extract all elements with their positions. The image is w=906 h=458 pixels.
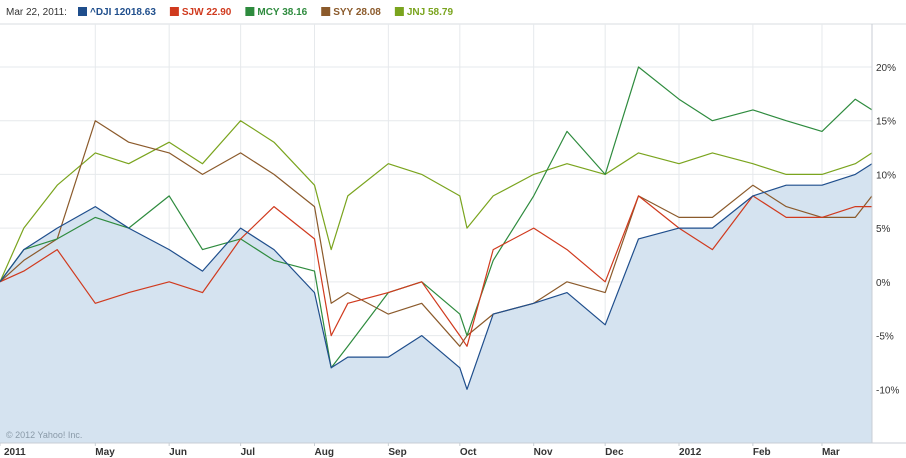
series-line-mcy xyxy=(0,66,873,369)
y-tick-label: -10% xyxy=(876,385,899,396)
y-tick-label: 0% xyxy=(876,278,891,289)
series-layer xyxy=(0,66,873,443)
y-tick-label: 10% xyxy=(876,170,896,181)
x-tick-label: Jun xyxy=(169,447,187,458)
x-tick-label: Dec xyxy=(605,447,624,458)
series-line-jnj xyxy=(0,120,873,283)
x-tick-label: Feb xyxy=(753,447,771,458)
x-tick-label: Nov xyxy=(534,447,553,458)
legend-swatch xyxy=(169,7,179,16)
legend-item-label: ^DJI 12018.63 xyxy=(90,7,156,18)
legend-swatch xyxy=(78,7,87,16)
x-tick-label: Mar xyxy=(822,447,840,458)
series-line-syy xyxy=(0,120,873,347)
series-area-dji xyxy=(0,163,872,443)
x-tick-label: 2012 xyxy=(679,447,702,458)
legend-date: Mar 22, 2011: xyxy=(6,7,67,18)
y-tick-label: 15% xyxy=(876,117,896,128)
legend-item-label: MCY 38.16 xyxy=(257,7,307,18)
legend-item-label: SJW 22.90 xyxy=(182,7,232,18)
x-tick-label: Sep xyxy=(388,447,406,458)
axis-layer: 20% 15% 10% 5% 0% -5% -10% 2011 May Jun Jul Aug Sep O… xyxy=(0,24,906,458)
copyright-text: © 2012 Yahoo! Inc. xyxy=(6,430,82,440)
y-tick-label: 20% xyxy=(876,63,896,74)
legend-item-label: JNJ 58.79 xyxy=(407,7,454,18)
legend-swatch xyxy=(394,7,404,16)
x-tick-label: May xyxy=(95,447,115,458)
y-tick-label: -5% xyxy=(876,332,894,343)
legend-item-label: SYY 28.08 xyxy=(333,7,381,18)
y-tick-label: 5% xyxy=(876,224,891,235)
series-line-sjw xyxy=(0,195,872,347)
x-tick-label: Oct xyxy=(460,447,477,458)
legend-swatch xyxy=(245,7,255,16)
legend-swatch xyxy=(321,7,331,16)
x-tick-label: 2011 xyxy=(4,447,26,458)
legend: Mar 22, 2011: ^DJI 12018.63 SJW 22.90 MCY … xyxy=(6,7,453,18)
x-tick-label: Aug xyxy=(314,447,333,458)
series-line-dji xyxy=(0,163,873,390)
x-tick-label: Jul xyxy=(241,447,256,458)
